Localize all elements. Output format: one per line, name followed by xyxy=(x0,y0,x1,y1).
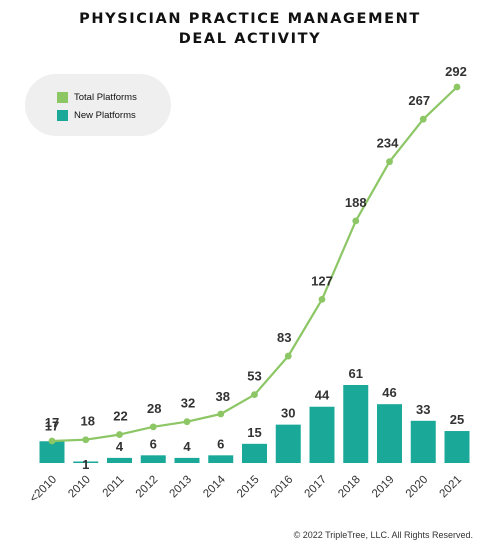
bar-label-2020: 33 xyxy=(416,402,430,417)
bar-label-2014: 6 xyxy=(217,436,224,451)
bar-label-2011: 4 xyxy=(116,439,124,454)
bar-new-platforms-2012 xyxy=(140,455,166,463)
line-point-2015 xyxy=(251,391,258,399)
line-label-2010: 18 xyxy=(81,414,95,429)
bar-new-platforms-2020 xyxy=(410,420,436,463)
x-tick-2018: 2018 xyxy=(336,474,363,501)
x-tick-2019: 2019 xyxy=(370,474,397,501)
bar-label-2012: 6 xyxy=(150,436,157,451)
line-point-2014 xyxy=(217,410,225,418)
line-label-2011: 22 xyxy=(113,409,127,424)
bar-new-platforms-2016 xyxy=(275,424,301,463)
line-point-2012 xyxy=(149,423,157,431)
line-label-2013: 32 xyxy=(181,396,195,411)
bar-new-platforms-2010 xyxy=(73,461,99,463)
x-tick-2015: 2015 xyxy=(235,474,262,501)
line-point-2011 xyxy=(116,431,123,438)
line-label-2016: 83 xyxy=(277,330,291,345)
bar-new-platforms-2019 xyxy=(377,404,402,463)
x-tick-2021: 2021 xyxy=(438,474,465,501)
line-point-2019 xyxy=(386,158,393,166)
bar-label-2016: 30 xyxy=(281,406,295,421)
line-label-2017: 127 xyxy=(311,273,333,288)
bar-label-2017: 44 xyxy=(315,388,330,403)
bar-label-2013: 4 xyxy=(183,439,191,454)
x-tick-2011: 2011 xyxy=(101,474,127,500)
bar-label-2010: 1 xyxy=(82,457,89,472)
x-tick-<2010: <2010 xyxy=(28,474,59,505)
line-point-2017 xyxy=(318,296,326,303)
chart-title-line-1: PHYSICIAN PRACTICE MANAGEMENT xyxy=(79,11,421,27)
bar-label-2021: 25 xyxy=(450,412,464,427)
legend-swatch-new xyxy=(57,109,68,121)
line-label-2015: 53 xyxy=(247,369,261,384)
bar-label-2018: 61 xyxy=(349,366,363,381)
bar-new-platforms-<2010 xyxy=(39,441,65,463)
bar-series-new-platforms xyxy=(39,385,470,463)
legend-swatch-total xyxy=(57,91,68,103)
x-tick-2020: 2020 xyxy=(404,474,431,501)
line-label-2021: 292 xyxy=(445,64,467,79)
bar-new-platforms-2015 xyxy=(242,443,267,463)
bar-new-platforms-2011 xyxy=(107,457,132,463)
line-label-2014: 38 xyxy=(216,389,230,404)
x-tick-2010: 2010 xyxy=(66,474,93,501)
bar-new-platforms-2018 xyxy=(343,385,369,463)
bar-new-platforms-2021 xyxy=(444,431,470,463)
line-point-2010 xyxy=(82,436,90,444)
copyright-notice: © 2022 TripleTree, LLC. All Rights Reser… xyxy=(293,530,473,540)
chart-title-line-2: DEAL ACTIVITY xyxy=(178,31,322,47)
line-label-2019: 234 xyxy=(377,136,399,151)
bar-label-2015: 15 xyxy=(247,425,261,440)
bar-new-platforms-2013 xyxy=(174,457,200,463)
line-label-2018: 188 xyxy=(345,195,367,210)
line-point-2016 xyxy=(284,352,292,360)
line-point-2020 xyxy=(419,115,427,123)
legend-item-total-platforms: Total Platforms xyxy=(57,90,137,104)
bar-label-2019: 46 xyxy=(382,385,396,400)
x-tick-2013: 2013 xyxy=(168,474,195,501)
line-point-2013 xyxy=(183,418,191,426)
legend-label-total: Total Platforms xyxy=(74,91,137,103)
line-label-<2010: 17 xyxy=(45,415,59,430)
x-axis-tick-labels: <2010 2010 2011 2012 2013 2014 2015 2016 2017 201… xyxy=(28,473,464,505)
line-label-2012: 28 xyxy=(147,401,161,416)
x-tick-2014: 2014 xyxy=(201,473,228,500)
line-point-<2010 xyxy=(48,437,56,445)
x-tick-2017: 2017 xyxy=(303,474,330,501)
x-tick-2016: 2016 xyxy=(269,474,296,501)
x-tick-2012: 2012 xyxy=(134,474,161,501)
legend-label-new: New Platforms xyxy=(74,109,136,121)
bar-label-<2010: 17 xyxy=(45,418,59,433)
chart-title: PHYSICIAN PRACTICE MANAGEMENT DEAL ACTIV… xyxy=(0,9,500,49)
line-point-2018 xyxy=(352,217,360,225)
line-point-2021 xyxy=(453,83,461,91)
bar-new-platforms-2014 xyxy=(208,455,234,463)
line-series-total-platforms xyxy=(48,83,461,445)
legend: Total Platforms New Platforms xyxy=(25,74,171,136)
legend-item-new-platforms: New Platforms xyxy=(57,108,136,122)
bar-new-platforms-2017 xyxy=(309,406,335,463)
line-value-labels: 17 18 22 28 32 38 53 83 127 188 234 267 292 xyxy=(45,64,467,430)
line-label-2020: 267 xyxy=(408,93,430,108)
